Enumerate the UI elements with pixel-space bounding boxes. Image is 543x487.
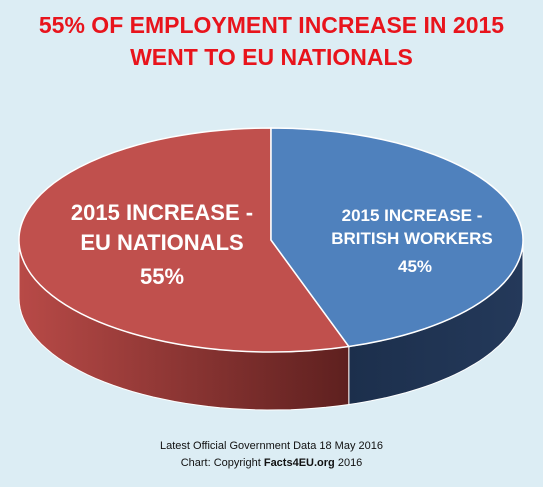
value-label: 45% (397, 257, 433, 276)
pie-slice (18, 127, 351, 353)
chart-title: 55% OF EMPLOYMENT INCREASE IN 2015 (38, 12, 505, 38)
footer-text: 2016 (337, 457, 363, 469)
footer-text: Chart: Copyright (180, 457, 261, 469)
chart-title: WENT TO EU NATIONALS (130, 44, 413, 70)
value-label: 55% (139, 264, 185, 289)
footer-site: Facts4EU.org (263, 457, 335, 469)
footer-note: Latest Official Government Data 18 May 2… (160, 440, 383, 452)
slice-label: 2015 INCREASE - BRITISH WORKERS (331, 206, 493, 248)
pie-slice (270, 127, 524, 348)
slice-label: 2015 INCREASE - EU NATIONALS (70, 200, 254, 255)
footer-note: Chart: Copyright Facts4EU.org 2016 (0, 457, 543, 469)
